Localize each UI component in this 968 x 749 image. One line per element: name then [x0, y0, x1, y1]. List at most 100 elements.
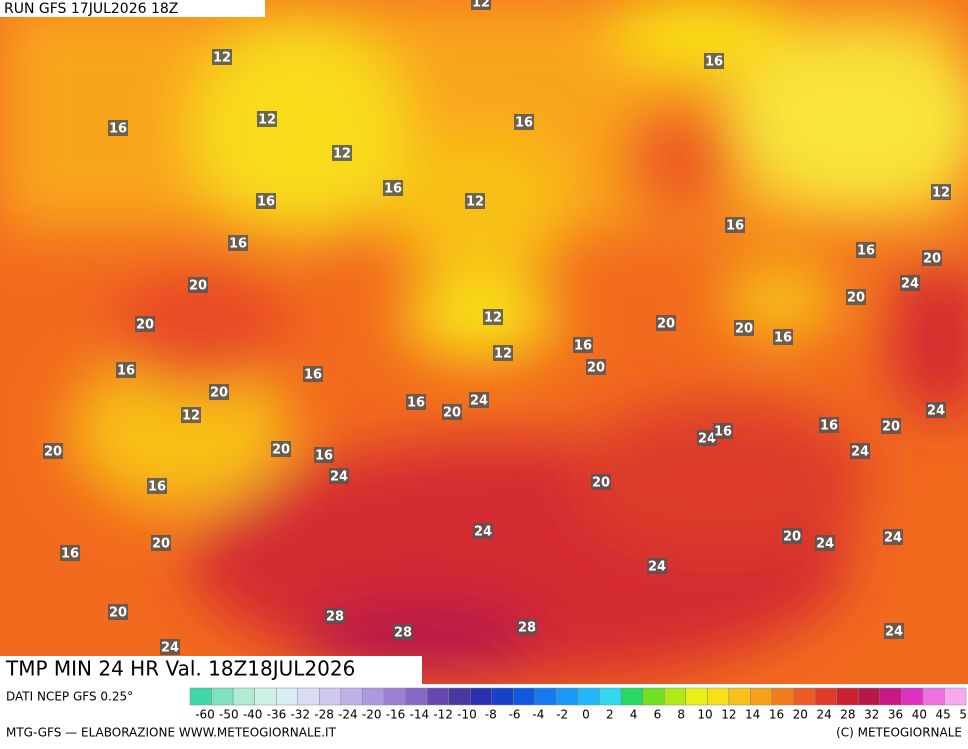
label-box	[151, 535, 171, 551]
map-label: 16	[61, 547, 79, 562]
label-box	[697, 430, 717, 446]
label-box	[573, 337, 593, 353]
legend-swatch	[857, 687, 881, 706]
legend-swatch	[297, 687, 320, 706]
legend-swatch	[901, 687, 924, 706]
map-label: 16	[407, 396, 425, 411]
title-box	[0, 656, 422, 684]
label-box	[314, 447, 334, 463]
legend-swatch	[254, 687, 277, 706]
label-box	[782, 528, 802, 544]
legend-swatch	[663, 687, 687, 706]
label-box	[900, 275, 920, 291]
map-label: 20	[847, 291, 865, 306]
map-label: 16	[705, 55, 723, 70]
legend-label: -28	[314, 708, 334, 722]
map-label: 12	[484, 311, 502, 326]
map-label: 16	[229, 237, 247, 252]
legend-swatch	[426, 687, 449, 706]
legend-label: 4	[630, 708, 638, 722]
label-box	[147, 478, 167, 494]
map-label: 20	[923, 252, 941, 267]
legend-swatch	[362, 687, 385, 706]
label-box	[704, 53, 724, 69]
legend-label: 32	[864, 708, 879, 722]
map-label: 16	[820, 419, 838, 434]
map-label: 16	[117, 364, 135, 379]
legend-swatch	[642, 687, 665, 706]
label-box	[815, 535, 835, 551]
map-label: 12	[182, 409, 200, 424]
map-label: 12	[213, 51, 231, 66]
legend-swatch	[405, 687, 428, 706]
legend-swatch	[771, 687, 794, 706]
label-box	[922, 250, 942, 266]
map-label: 20	[735, 322, 753, 337]
label-box	[228, 235, 248, 251]
legend-label: 10	[697, 708, 712, 722]
map-label: 16	[714, 425, 732, 440]
map-label: 12	[932, 186, 950, 201]
legend-label: 2	[606, 708, 614, 722]
label-box	[586, 359, 606, 375]
legend-swatch	[491, 687, 514, 706]
legend-swatch	[793, 687, 816, 706]
legend-label: 45	[936, 708, 951, 722]
label-box	[469, 392, 489, 408]
label-box	[931, 184, 951, 200]
label-box	[493, 345, 513, 361]
label-box	[257, 111, 277, 127]
legend-swatch	[534, 687, 557, 706]
legend-label: 55	[959, 708, 968, 722]
label-box	[325, 608, 345, 624]
map-label: 16	[109, 122, 127, 137]
label-box	[108, 120, 128, 136]
label-box	[734, 320, 754, 336]
map-label: 24	[474, 525, 492, 540]
label-box	[713, 423, 733, 439]
label-box	[773, 329, 793, 345]
legend-swatch	[189, 687, 212, 706]
legend-label: 14	[745, 708, 760, 722]
legend-label: -20	[362, 708, 382, 722]
source-label: DATI NCEP GFS 0.25°	[6, 690, 133, 704]
legend-swatch	[922, 687, 945, 706]
map-label: 12	[494, 347, 512, 362]
label-box	[725, 217, 745, 233]
legend-label: 0	[582, 708, 590, 722]
map-label: 24	[648, 560, 666, 575]
label-box	[116, 362, 136, 378]
map-label: 24	[161, 641, 179, 656]
legend-label: -2	[556, 708, 568, 722]
label-box	[209, 384, 229, 400]
label-box	[43, 443, 63, 459]
legend-label: -16	[386, 708, 406, 722]
legend-swatch	[275, 687, 299, 706]
label-box	[60, 545, 80, 561]
label-box	[846, 289, 866, 305]
label-box	[926, 402, 946, 418]
map-label: 20	[109, 606, 127, 621]
label-box	[483, 309, 503, 325]
map-label: 20	[152, 537, 170, 552]
legend-swatch	[469, 687, 493, 706]
legend-label: -36	[267, 708, 287, 722]
map-label: 24	[851, 445, 869, 460]
legend-label: 36	[888, 708, 903, 722]
run-label: RUN GFS 17JUL2026 18Z	[4, 1, 178, 17]
legend-swatch	[750, 687, 773, 706]
map-label: 20	[592, 476, 610, 491]
legend-swatch	[556, 687, 579, 706]
legend-label: -10	[457, 708, 477, 722]
legend-label: -8	[485, 708, 497, 722]
map-label: 20	[210, 386, 228, 401]
legend-swatch	[879, 687, 902, 706]
label-box	[471, 0, 491, 10]
legend-swatch	[232, 687, 255, 706]
map-label: 24	[816, 537, 834, 552]
map-label: 20	[443, 406, 461, 421]
label-box	[188, 277, 208, 293]
label-box	[406, 394, 426, 410]
